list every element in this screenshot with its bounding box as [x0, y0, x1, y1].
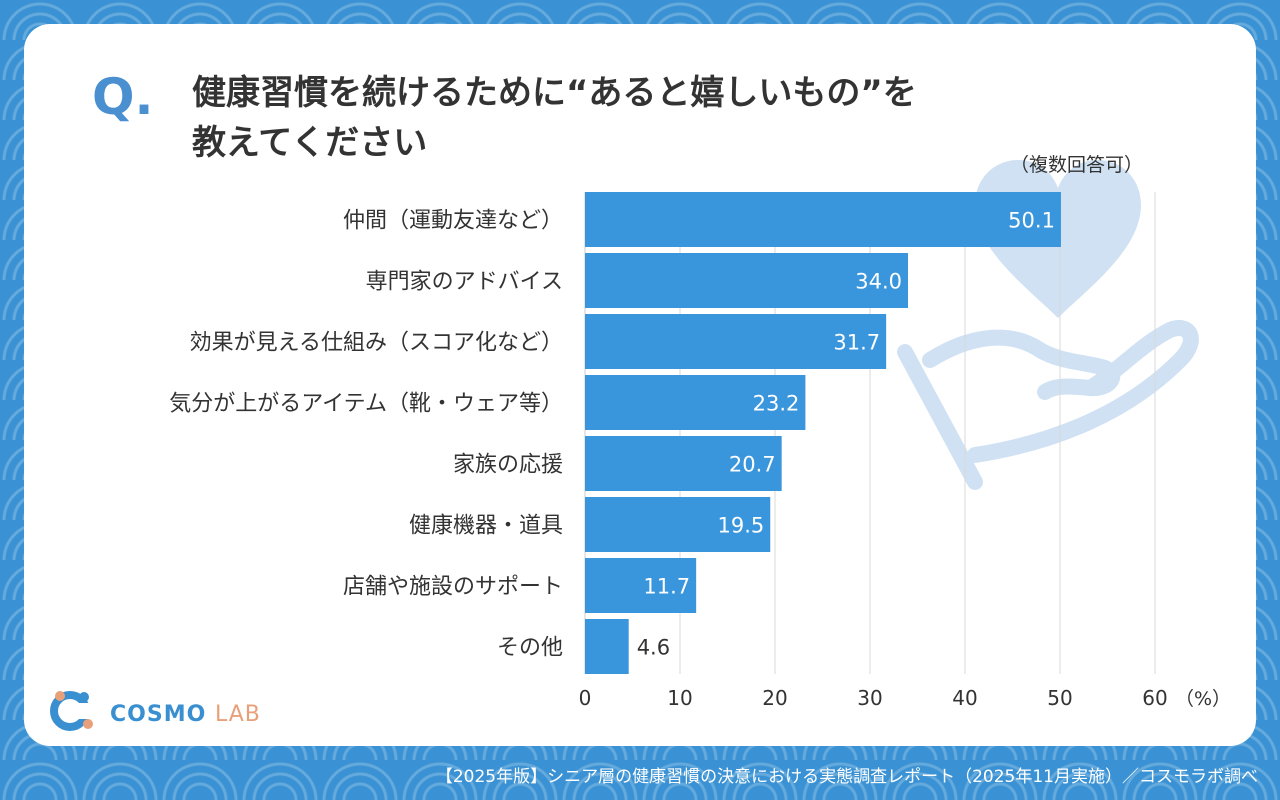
hand-icon: [897, 320, 1199, 490]
data-label: 4.6: [637, 636, 670, 660]
x-tick-label: 60: [1142, 686, 1167, 710]
category-label: 仲間（運動友達など）: [343, 209, 563, 234]
question-title: 健康習慣を続けるために“あると嬉しいもの”を 教えてください: [192, 68, 1052, 168]
data-label: 20.7: [729, 453, 776, 477]
x-tick-label: 10: [667, 686, 692, 710]
question-title-line2: 教えてください: [192, 123, 428, 163]
data-label: 23.2: [753, 392, 800, 416]
x-tick-label: 0: [579, 686, 592, 710]
bar: [585, 253, 908, 308]
bar: [585, 375, 806, 430]
multiple-answer-note: （複数回答可）: [1010, 154, 1144, 176]
brand-name: COSMO LAB: [110, 702, 261, 727]
bar: [585, 619, 629, 674]
bar: [585, 436, 782, 491]
bar: [585, 314, 887, 369]
category-label: 健康機器・道具: [409, 514, 563, 539]
category-label: 店舗や施設のサポート: [343, 575, 563, 600]
category-label: 効果が見える仕組み（スコア化など）: [190, 331, 563, 356]
category-label: 気分が上がるアイテム（靴・ウェア等）: [169, 392, 563, 417]
data-label: 11.7: [643, 575, 690, 599]
data-label: 34.0: [855, 270, 902, 294]
x-unit-label: （%）: [1175, 688, 1231, 710]
category-label: 家族の応援: [453, 453, 563, 478]
bar: [585, 497, 771, 552]
x-tick-label: 20: [762, 686, 787, 710]
bar: [585, 558, 697, 613]
data-label: 31.7: [833, 331, 880, 355]
category-label: 専門家のアドバイス: [366, 270, 563, 295]
brand-name-lab: LAB: [214, 702, 261, 727]
question-title-line1: 健康習慣を続けるために“あると嬉しいもの”を: [192, 73, 917, 113]
bar: [585, 192, 1061, 247]
data-label: 50.1: [1008, 209, 1055, 233]
x-tick-label: 50: [1047, 686, 1072, 710]
data-label: 19.5: [717, 514, 764, 538]
brand-name-cosmo: COSMO: [110, 702, 207, 727]
question-mark: Q.: [92, 68, 154, 126]
logo-icon: [50, 691, 93, 731]
footer-source: 【2025年版】シニア層の健康習慣の決意における実態調査レポート（2025年11…: [435, 767, 1258, 787]
x-tick-label: 40: [952, 686, 977, 710]
x-tick-label: 30: [857, 686, 882, 710]
category-label: その他: [497, 636, 563, 661]
